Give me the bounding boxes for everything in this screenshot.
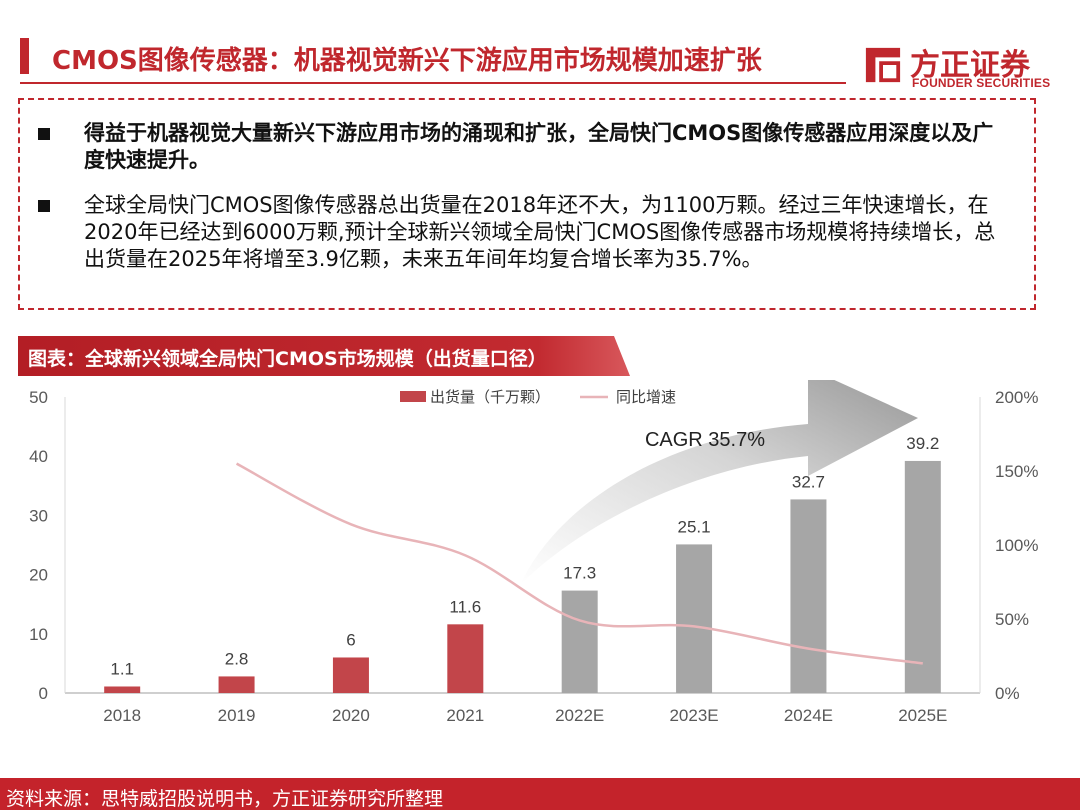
x-tick-label: 2022E bbox=[555, 706, 604, 725]
y-right-tick-label: 50% bbox=[995, 610, 1029, 629]
x-tick-label: 2023E bbox=[669, 706, 718, 725]
y-left-tick-label: 10 bbox=[29, 625, 48, 644]
x-tick-label: 2020 bbox=[332, 706, 370, 725]
summary-box: 得益于机器视觉大量新兴下游应用市场的涌现和扩张，全局快门CMOS图像传感器应用深… bbox=[18, 98, 1036, 310]
y-right-tick-label: 200% bbox=[995, 388, 1038, 407]
x-tick-label: 2024E bbox=[784, 706, 833, 725]
brand-logo: 方正证券 FOUNDER SECURITIES bbox=[860, 40, 1050, 92]
bar-data-label: 2.8 bbox=[225, 649, 249, 668]
shipment-chart: 0 10 20 30 40 50 0% 50% 100% 150% 200% 2018 2019 2020… bbox=[29, 380, 1038, 725]
bar bbox=[904, 460, 941, 693]
bullet-square-icon bbox=[38, 128, 50, 140]
y-left-tick-label: 50 bbox=[29, 388, 48, 407]
bar bbox=[447, 624, 484, 693]
bar-data-label: 17.3 bbox=[563, 564, 596, 583]
summary-bullet-text: 全球全局快门CMOS图像传感器总出货量在2018年还不大，为1100万颗。经过三… bbox=[84, 193, 996, 271]
bar-data-label: 6 bbox=[346, 630, 355, 649]
figure-label: 图表：全球新兴领域全局快门CMOS市场规模（出货量口径） bbox=[28, 348, 547, 370]
logo-english-text: FOUNDER SECURITIES bbox=[912, 76, 1051, 90]
figure-label-banner bbox=[18, 336, 630, 376]
bullet-square-icon bbox=[38, 200, 50, 212]
title-underline bbox=[20, 82, 846, 84]
page-title: CMOS图像传感器：机器视觉新兴下游应用市场规模加速扩张 bbox=[52, 46, 762, 76]
bar bbox=[218, 676, 255, 693]
bar bbox=[561, 590, 598, 693]
x-tick-label: 2018 bbox=[103, 706, 141, 725]
source-footer-bar bbox=[0, 778, 1080, 810]
logo-mark-icon bbox=[865, 47, 901, 83]
y-left-tick-label: 30 bbox=[29, 506, 48, 525]
bar-data-label: 25.1 bbox=[678, 517, 711, 536]
bar-data-label: 1.1 bbox=[110, 659, 134, 678]
logo-chinese-text: 方正证券 bbox=[910, 48, 1030, 83]
summary-bullet-text: 得益于机器视觉大量新兴下游应用市场的涌现和扩张，全局快门CMOS图像传感器应用深… bbox=[84, 121, 994, 172]
source-note: 资料来源：思特威招股说明书，方正证券研究所整理 bbox=[6, 788, 444, 810]
bar-data-label: 39.2 bbox=[906, 434, 939, 453]
cagr-arrow bbox=[520, 380, 918, 585]
title-accent-bar bbox=[20, 38, 29, 74]
bar-data-label: 11.6 bbox=[449, 597, 481, 616]
y-right-tick-label: 0% bbox=[995, 684, 1020, 703]
x-tick-label: 2021 bbox=[446, 706, 484, 725]
growth-rate-line bbox=[235, 462, 923, 665]
bar bbox=[790, 499, 827, 693]
x-tick-label: 2019 bbox=[218, 706, 256, 725]
y-left-tick-label: 0 bbox=[39, 684, 48, 703]
x-tick-label: 2025E bbox=[898, 706, 947, 725]
y-left-tick-label: 40 bbox=[29, 447, 48, 466]
legend-swatch-shipments bbox=[400, 391, 426, 402]
bar bbox=[332, 657, 369, 693]
y-left-tick-label: 20 bbox=[29, 566, 48, 585]
bar-data-label: 32.7 bbox=[792, 472, 825, 491]
legend-label-shipments: 出货量（千万颗） bbox=[430, 389, 550, 406]
bar bbox=[104, 686, 141, 693]
bar bbox=[676, 544, 713, 693]
cagr-annotation: CAGR 35.7% bbox=[645, 429, 765, 451]
legend-label-growth: 同比增速 bbox=[616, 389, 676, 406]
y-right-tick-label: 150% bbox=[995, 462, 1038, 481]
y-right-tick-label: 100% bbox=[995, 536, 1038, 555]
